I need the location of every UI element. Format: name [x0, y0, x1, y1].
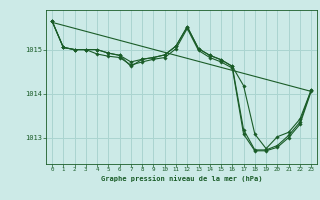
X-axis label: Graphe pression niveau de la mer (hPa): Graphe pression niveau de la mer (hPa) — [101, 175, 262, 182]
